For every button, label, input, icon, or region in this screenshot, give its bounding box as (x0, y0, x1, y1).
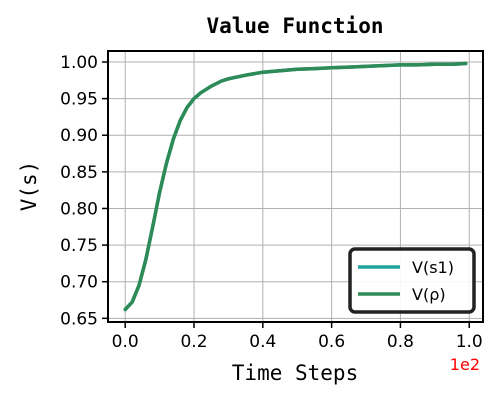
x-tick-label: 1.0 (456, 332, 483, 352)
legend-label-1: V(s1) (412, 258, 454, 277)
grid-lines (108, 51, 483, 322)
x-tick-label: 0.0 (112, 332, 139, 352)
series-line-2 (123, 61, 468, 312)
y-tick-label: 0.90 (60, 126, 98, 146)
series-lines (123, 61, 468, 312)
y-tick-label: 0.80 (60, 199, 98, 219)
y-tick-label: 1.00 (60, 53, 98, 73)
x-tick-label: 0.4 (249, 332, 276, 352)
y-tick-label: 0.75 (60, 236, 98, 256)
y-tick-label: 0.85 (60, 163, 98, 183)
legend-box (348, 247, 476, 314)
y-tick-label: 0.65 (60, 309, 98, 329)
x-axis-label: Time Steps (232, 361, 358, 385)
legend-label-2: V(ρ) (412, 285, 446, 304)
x-tick-label: 0.6 (318, 332, 345, 352)
x-tick-label: 0.8 (387, 332, 414, 352)
y-tick-label: 0.95 (60, 90, 98, 110)
y-axis-label: V(s) (17, 161, 41, 212)
x-tick-label: 0.2 (180, 332, 207, 352)
y-tick-label: 0.70 (60, 273, 98, 293)
plot-frame (107, 50, 484, 323)
legend: V(s1) V(ρ) (348, 247, 476, 314)
chart-title: Value Function (206, 14, 383, 38)
y-axis-ticks: 0.65 0.70 0.75 0.80 0.85 0.90 0.95 1.00 (60, 53, 108, 329)
x-axis-offset-label: 1e2 (450, 355, 480, 374)
x-axis-ticks: 0.0 0.2 0.4 0.6 0.8 1.0 (112, 322, 483, 352)
